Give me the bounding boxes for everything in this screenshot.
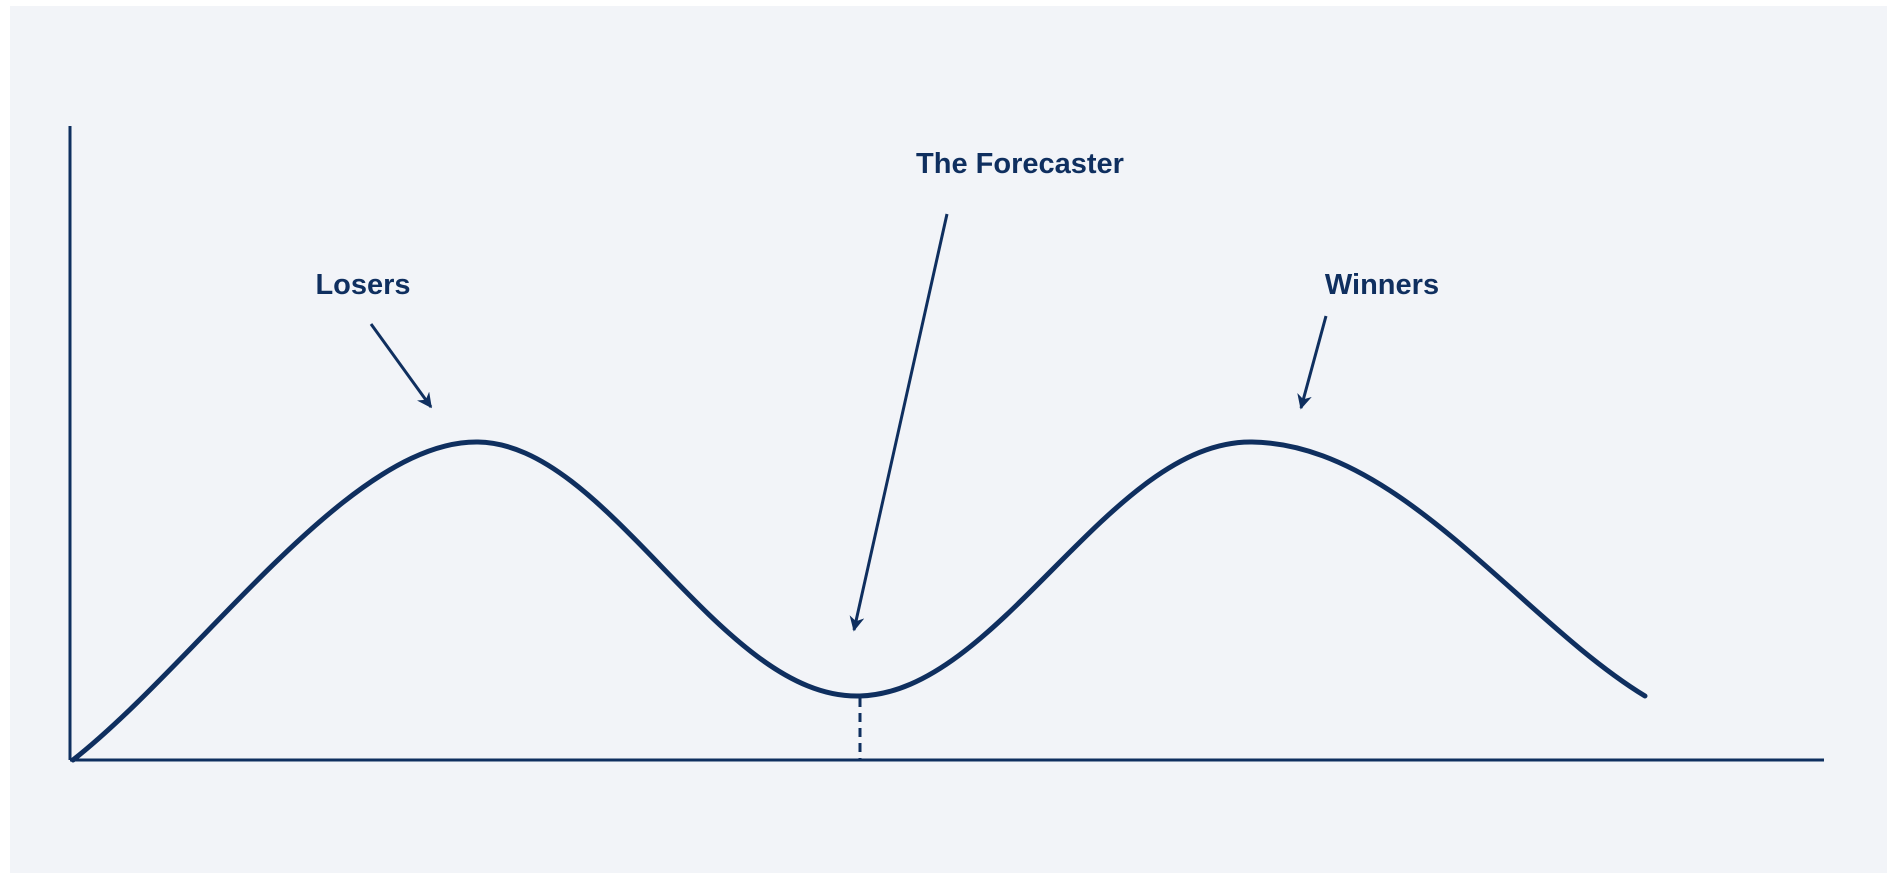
bimodal-curve bbox=[70, 439, 1648, 763]
winners-label: Winners bbox=[1325, 269, 1439, 301]
panel bbox=[10, 6, 1887, 873]
losers-label: Losers bbox=[315, 269, 410, 301]
forecaster-label: The Forecaster bbox=[916, 148, 1124, 180]
forecaster-arrow bbox=[849, 213, 949, 632]
winners-arrow bbox=[1297, 315, 1328, 410]
losers-arrow bbox=[369, 323, 433, 409]
